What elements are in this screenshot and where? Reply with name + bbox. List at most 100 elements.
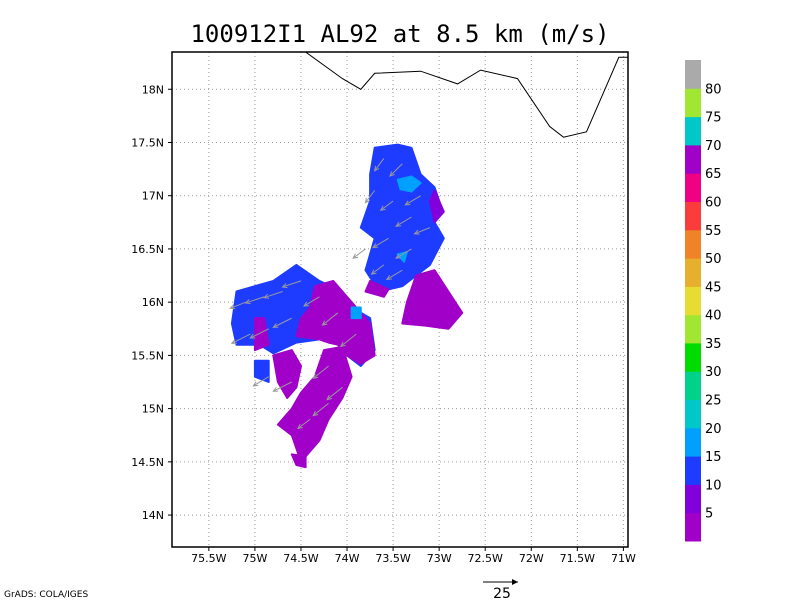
wind-vector-head [281, 283, 288, 289]
wind-vector-head [379, 205, 386, 211]
y-tick-label: 18N [142, 83, 164, 96]
wind-vector-head [272, 323, 279, 328]
coastline [304, 52, 628, 138]
wind-region [401, 269, 464, 330]
y-tick-label: 16N [142, 296, 164, 309]
x-tick-label: 72W [519, 552, 544, 565]
wind-vector-head [252, 381, 259, 387]
y-axis-ticks: 14N 14.5N 15N 15.5N 16N 16.5N 17N 17.5N 18N [131, 83, 172, 522]
wind-vector [263, 291, 283, 299]
wind-vector [231, 333, 251, 344]
colorbar-label: 80 [705, 82, 722, 97]
wind-region [396, 175, 422, 193]
wind-vector [372, 237, 389, 248]
colorbar-label: 55 [705, 224, 722, 239]
wind-vector-head [326, 394, 333, 401]
colorbar-swatch [685, 173, 701, 202]
colorbar-swatch [685, 314, 701, 344]
colorbar-label: 20 [705, 422, 722, 437]
colorbar-swatch [685, 427, 701, 457]
wind-vector-head [229, 304, 236, 310]
wind-region [350, 306, 362, 320]
reference-vector-label: 25 [493, 586, 511, 600]
colorbar-swatch [685, 258, 701, 287]
wind-region [253, 317, 270, 352]
y-tick-label: 14N [142, 509, 164, 522]
colorbar-label: 40 [705, 309, 722, 324]
wind-region [272, 349, 302, 399]
wind-vector-head [389, 171, 395, 177]
reference-vector: 25 [483, 579, 518, 600]
colorbar-swatch [685, 229, 701, 259]
wind-vector [322, 312, 339, 326]
wind-vector [405, 195, 421, 206]
wind-vector-head [303, 301, 310, 307]
colorbar-label: 70 [705, 139, 722, 154]
x-tick-label: 75.5W [191, 552, 226, 565]
wind-vector-head [244, 299, 251, 305]
colorbar-label: 5 [705, 507, 713, 522]
grid [172, 52, 628, 547]
wind-region [364, 279, 390, 298]
wind-vector-head [262, 293, 270, 299]
reference-arrowhead [512, 579, 518, 585]
wind-vector-head [404, 200, 411, 206]
wind-vector [297, 418, 311, 429]
colorbar-swatch [685, 342, 701, 372]
x-axis-ticks: 75.5W 75W 74.5W 74W 73.5W 73W 72.5W 72W 71.5W 71W [191, 547, 636, 565]
wind-region [290, 453, 307, 469]
wind-vector [395, 248, 412, 259]
wind-vector [352, 248, 366, 259]
wind-vector-head [413, 229, 420, 235]
wind-vector [414, 227, 431, 235]
y-tick-label: 17N [142, 190, 164, 203]
wind-region [428, 189, 445, 224]
x-tick-label: 74W [335, 552, 360, 565]
colorbar-swatch [685, 286, 701, 316]
colorbar-label: 75 [705, 111, 722, 126]
wind-vector [312, 365, 329, 379]
colorbar-swatch [685, 201, 701, 231]
wind-vector-head [312, 373, 319, 380]
y-tick-label: 15N [142, 403, 164, 416]
wind-vector [326, 386, 343, 401]
colorbar-label: 15 [705, 450, 722, 465]
wind-vector [253, 376, 269, 387]
colorbar-label: 30 [705, 365, 722, 380]
wind-vector [250, 328, 269, 339]
wind-region [359, 143, 445, 293]
x-tick-label: 71W [611, 552, 636, 565]
colorbar-swatch [685, 371, 701, 400]
colorbar-swatch [685, 399, 701, 429]
wind-vector [374, 158, 385, 172]
x-tick-label: 72.5W [468, 552, 503, 565]
wind-vector [386, 269, 403, 280]
wind-vector [273, 317, 292, 328]
colorbar-swatch [685, 484, 701, 514]
wind-vector-head [296, 423, 303, 430]
colorbar-swatch [685, 88, 701, 118]
x-tick-label: 74.5W [283, 552, 318, 565]
colorbar-label: 45 [705, 280, 722, 295]
y-tick-label: 15.5N [131, 349, 164, 362]
colorbar: 5 10 15 20 25 30 35 40 45 50 55 60 65 70 75 80 [685, 60, 722, 542]
wind-vector [395, 216, 412, 227]
colorbar-swatch [685, 456, 701, 485]
wind-vector-head [395, 253, 402, 259]
chart-title: 100912I1 AL92 at 8.5 km (m/s) [190, 20, 609, 48]
wind-vector [230, 301, 246, 309]
colorbar-swatch [685, 512, 701, 542]
colorbar-swatch [685, 116, 701, 146]
x-tick-label: 73W [427, 552, 452, 565]
wind-vector [365, 190, 376, 204]
colorbar-label: 50 [705, 252, 722, 267]
colorbar-label: 10 [705, 478, 722, 493]
colorbar-label: 65 [705, 167, 722, 182]
colorbar-swatch [685, 144, 701, 174]
wind-vector-head [395, 221, 402, 227]
wind-vector-head [372, 243, 379, 249]
wind-vector-head [352, 253, 359, 259]
colorbar-label: 35 [705, 337, 722, 352]
wind-vector-head [364, 197, 371, 204]
